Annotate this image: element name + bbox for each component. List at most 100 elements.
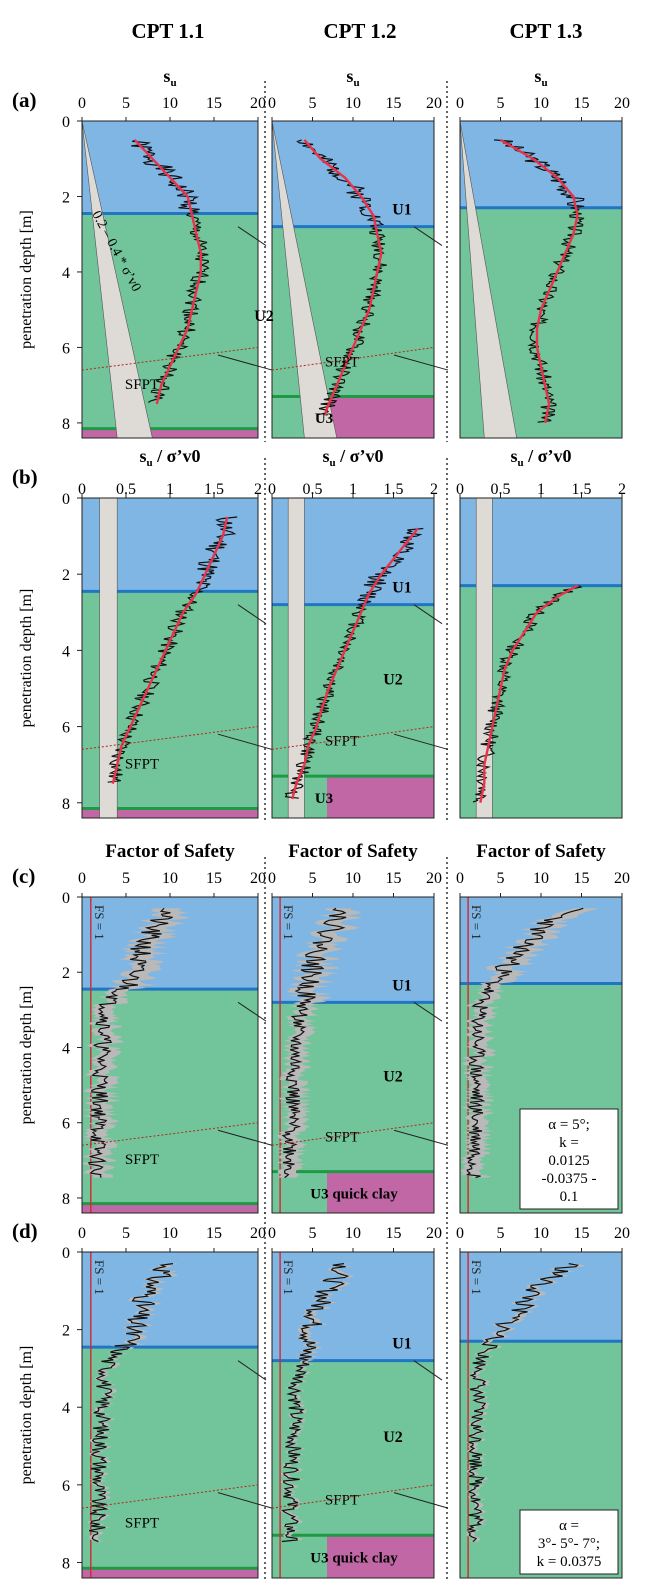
correlation-line [393, 1129, 449, 1146]
axis-title-main: s [534, 66, 541, 86]
y-axis-label: penetration depth [m] [18, 986, 35, 1125]
y-tick-label: 6 [62, 720, 70, 737]
sfpt-label: SFPT [125, 756, 159, 772]
axis-title-main: s [163, 66, 170, 86]
axis-title: Factor of Safety [288, 841, 418, 862]
x-tick-label: 0.5 [116, 481, 136, 498]
x-tick-label: 0.5 [491, 481, 511, 498]
x-tick-label: 2 [618, 481, 626, 498]
y-tick-label: 2 [62, 189, 70, 206]
correlation-line [393, 1492, 449, 1509]
y-tick-label: 2 [62, 567, 70, 584]
panel-b-col-2: su / σ’v0 0 0.5 1 1.5 2 U1 U2 U3 SFPT [268, 446, 449, 819]
correlation-line [217, 1129, 273, 1146]
axis-title-rest: / σ’v0 [524, 446, 572, 466]
x-tick-label: 20 [614, 95, 630, 112]
sfpt-label: SFPT [125, 377, 159, 393]
y-tick-label: 8 [62, 796, 70, 813]
parameter-note-box [519, 1509, 619, 1575]
x-tick-label: 15 [574, 1225, 590, 1242]
axis-title-main: Factor of Safety [105, 841, 235, 862]
sfpt-dashed-line [81, 1484, 259, 1509]
x-tick-label: 0 [456, 870, 464, 887]
cpt-trace-line [465, 907, 584, 1179]
y-tick-label: 6 [62, 340, 70, 357]
axis-title: Factor of Safety [476, 841, 606, 862]
fs-range-band [460, 908, 600, 1178]
y-tick-label: 0 [62, 890, 70, 907]
x-tick-label: 0 [78, 481, 86, 498]
y-tick-label: 0 [62, 1245, 70, 1262]
sfpt-label: SFPT [125, 1152, 159, 1168]
x-tick-label: 20 [426, 1225, 442, 1242]
y-tick-label: 4 [62, 265, 70, 282]
sfpt-label: SFPT [325, 734, 359, 750]
axis-title: su / σ’v0 [323, 446, 384, 469]
trend-line [291, 527, 419, 800]
correlation-line [217, 354, 273, 371]
x-tick-label: 20 [426, 95, 442, 112]
y-tick-label: 2 [62, 965, 70, 982]
panel-letter: (a) [12, 88, 37, 112]
x-tick-label: 0.5 [303, 481, 323, 498]
unit-u2-label: U2 [254, 308, 274, 325]
x-tick-label: 0 [268, 870, 276, 887]
x-tick-label: 5 [497, 870, 505, 887]
x-tick-label: 20 [614, 870, 630, 887]
unit-u3-region [82, 1568, 258, 1578]
x-tick-label: 1 [349, 481, 357, 498]
column-title-cpt-1-1: CPT 1.1 [131, 19, 204, 43]
x-tick-label: 15 [386, 870, 402, 887]
unit-u3-label: U3 quick clay [310, 1551, 398, 1567]
correlation-line [393, 733, 449, 750]
unit-u3-label: U3 quick clay [310, 1186, 398, 1202]
unit-u3-label: U3 [315, 791, 333, 807]
x-tick-label: 20 [250, 1225, 266, 1242]
cpt-trace-line [88, 1263, 174, 1543]
sfpt-dashed-line [271, 1484, 435, 1509]
axis-title-main: s [140, 446, 147, 466]
cpt-trace-line [131, 139, 210, 403]
axis-title-main: s [511, 446, 518, 466]
column-title-cpt-1-2: CPT 1.2 [323, 19, 396, 43]
x-tick-label: 10 [533, 1225, 549, 1242]
x-tick-label: 20 [250, 870, 266, 887]
parameter-note-line: 0.0125 [548, 1153, 589, 1169]
unit-u3-region [327, 1535, 434, 1578]
x-tick-label: 0 [456, 95, 464, 112]
sfpt-dashed-line [271, 346, 435, 371]
y-tick-label: 6 [62, 1116, 70, 1133]
unit-u3-region [82, 1203, 258, 1213]
sfpt-label: SFPT [325, 354, 359, 370]
x-tick-label: 0 [268, 95, 276, 112]
correlation-line [393, 354, 449, 371]
cpt-trace-line [472, 585, 583, 803]
parameter-note-line: α = [559, 1518, 579, 1534]
axis-title-subscript: u [147, 457, 153, 469]
x-tick-label: 5 [122, 95, 130, 112]
x-tick-label: 1 [537, 481, 545, 498]
x-tick-label: 10 [533, 95, 549, 112]
x-tick-label: 15 [386, 95, 402, 112]
unit-u1-label: U1 [392, 580, 412, 597]
parameter-note-line: -0.0375 - [542, 1171, 597, 1187]
axis-title-rest: / σ’v0 [336, 446, 384, 466]
trend-line [111, 516, 229, 784]
panel-b-col-3: su / σ’v0 0 0.5 1 1.5 2 [456, 446, 626, 819]
sfpt-label: SFPT [125, 1516, 159, 1532]
axis-title: su [534, 66, 547, 89]
x-tick-label: 1 [166, 481, 174, 498]
x-tick-label: 10 [345, 95, 361, 112]
sfpt-dashed-line [81, 346, 259, 371]
x-tick-label: 15 [206, 870, 222, 887]
x-tick-label: 20 [614, 1225, 630, 1242]
unit-u1-label: U1 [392, 202, 412, 219]
x-tick-label: 10 [345, 1225, 361, 1242]
axis-title-main: Factor of Safety [476, 841, 606, 862]
unit-u1-region [272, 1252, 434, 1361]
sfpt-dashed-line [271, 726, 435, 750]
